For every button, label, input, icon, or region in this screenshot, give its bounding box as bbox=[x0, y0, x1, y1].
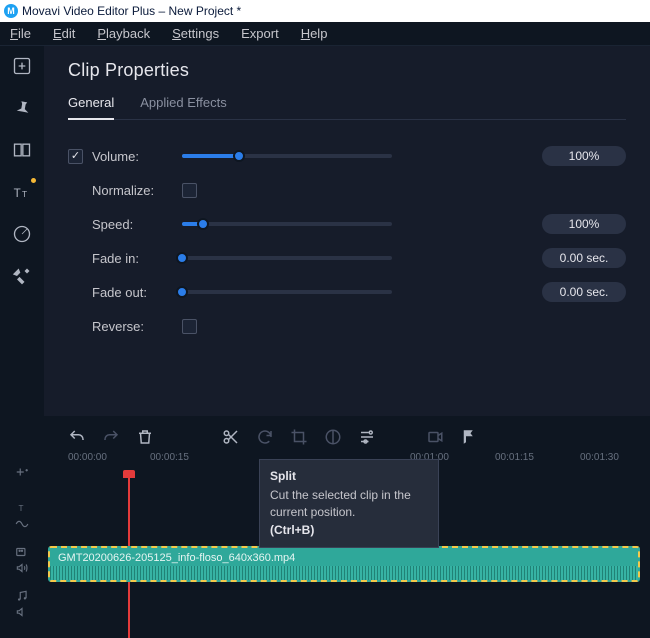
record-button[interactable] bbox=[424, 426, 446, 448]
reverse-checkbox[interactable] bbox=[182, 319, 197, 334]
fadeout-value[interactable]: 0.00 sec. bbox=[542, 282, 626, 302]
menu-export[interactable]: Export bbox=[241, 26, 279, 41]
fadein-value[interactable]: 0.00 sec. bbox=[542, 248, 626, 268]
tab-general[interactable]: General bbox=[68, 95, 114, 120]
transitions-icon[interactable] bbox=[10, 138, 34, 162]
tooltip-body: Cut the selected clip in the current pos… bbox=[270, 487, 428, 521]
rotate-button[interactable] bbox=[254, 426, 276, 448]
clip-waveform bbox=[50, 566, 638, 580]
volume-label: Volume: bbox=[92, 149, 182, 164]
row-normalize: Normalize: bbox=[68, 174, 626, 206]
timeline-toolbar bbox=[56, 416, 650, 452]
gutter-video-track[interactable] bbox=[0, 538, 44, 582]
fadeout-label: Fade out: bbox=[92, 285, 182, 300]
svg-text:T: T bbox=[14, 187, 21, 200]
timeline-clip[interactable]: GMT20200626-205125_info-floso_640x360.mp… bbox=[48, 546, 640, 582]
crop-button[interactable] bbox=[288, 426, 310, 448]
clip-properties-button[interactable] bbox=[356, 426, 378, 448]
svg-text:T: T bbox=[22, 189, 27, 199]
titlebar: M Movavi Video Editor Plus – New Project… bbox=[0, 0, 650, 22]
add-media-icon[interactable] bbox=[10, 54, 34, 78]
ruler-tick: 00:01:15 bbox=[495, 452, 534, 463]
app-window: File Edit Playback Settings Export Help … bbox=[0, 22, 650, 638]
timeline-area: T bbox=[0, 416, 650, 638]
clip-properties-panel: Clip Properties General Applied Effects … bbox=[44, 46, 650, 416]
fadein-label: Fade in: bbox=[92, 251, 182, 266]
left-tool-rail: TT bbox=[0, 46, 44, 416]
pin-icon[interactable] bbox=[10, 96, 34, 120]
panel-title: Clip Properties bbox=[68, 60, 626, 81]
svg-text:T: T bbox=[19, 504, 24, 513]
volume-slider[interactable] bbox=[182, 154, 392, 158]
row-volume: Volume: 100% bbox=[68, 140, 626, 172]
stickers-icon[interactable] bbox=[10, 222, 34, 246]
gutter-titles-track[interactable]: T bbox=[0, 494, 44, 538]
undo-button[interactable] bbox=[66, 426, 88, 448]
clip-filename: GMT20200626-205125_info-floso_640x360.mp… bbox=[58, 552, 295, 564]
track-area: 00:00:0000:00:1500:01:0000:01:1500:01:30… bbox=[44, 416, 650, 638]
speed-slider[interactable] bbox=[182, 222, 392, 226]
color-button[interactable] bbox=[322, 426, 344, 448]
redo-button[interactable] bbox=[100, 426, 122, 448]
menubar: File Edit Playback Settings Export Help bbox=[0, 22, 650, 46]
row-fadeout: Fade out: 0.00 sec. bbox=[68, 276, 626, 308]
menu-edit[interactable]: Edit bbox=[53, 26, 75, 41]
more-tools-icon[interactable] bbox=[10, 264, 34, 288]
titles-icon[interactable]: TT bbox=[10, 180, 34, 204]
app-logo-icon: M bbox=[4, 4, 18, 18]
panel-tabs: General Applied Effects bbox=[68, 95, 626, 120]
tab-applied-effects[interactable]: Applied Effects bbox=[140, 95, 226, 119]
speed-label: Speed: bbox=[92, 217, 182, 232]
delete-button[interactable] bbox=[134, 426, 156, 448]
menu-playback[interactable]: Playback bbox=[97, 26, 150, 41]
ruler-tick: 00:01:30 bbox=[580, 452, 619, 463]
menu-help[interactable]: Help bbox=[301, 26, 328, 41]
volume-value[interactable]: 100% bbox=[542, 146, 626, 166]
menu-settings[interactable]: Settings bbox=[172, 26, 219, 41]
tooltip-shortcut: (Ctrl+B) bbox=[270, 522, 428, 539]
normalize-label: Normalize: bbox=[92, 183, 182, 198]
gutter-audio-track[interactable] bbox=[0, 582, 44, 626]
ruler-tick: 00:00:00 bbox=[68, 452, 107, 463]
marker-button[interactable] bbox=[458, 426, 480, 448]
fadeout-slider[interactable] bbox=[182, 290, 392, 294]
window-title: Movavi Video Editor Plus – New Project * bbox=[22, 4, 241, 18]
ruler-tick: 00:00:15 bbox=[150, 452, 189, 463]
row-fadein: Fade in: 0.00 sec. bbox=[68, 242, 626, 274]
speed-value[interactable]: 100% bbox=[542, 214, 626, 234]
row-reverse: Reverse: bbox=[68, 310, 626, 342]
volume-checkbox[interactable] bbox=[68, 149, 83, 164]
menu-file[interactable]: File bbox=[10, 26, 31, 41]
split-button[interactable] bbox=[220, 426, 242, 448]
reverse-label: Reverse: bbox=[92, 319, 182, 334]
gutter-add-track-icon[interactable] bbox=[0, 450, 44, 494]
tooltip-title: Split bbox=[270, 468, 428, 485]
normalize-checkbox[interactable] bbox=[182, 183, 197, 198]
split-tooltip: Split Cut the selected clip in the curre… bbox=[259, 459, 439, 548]
timeline-gutter: T bbox=[0, 416, 44, 638]
fadein-slider[interactable] bbox=[182, 256, 392, 260]
row-speed: Speed: 100% bbox=[68, 208, 626, 240]
